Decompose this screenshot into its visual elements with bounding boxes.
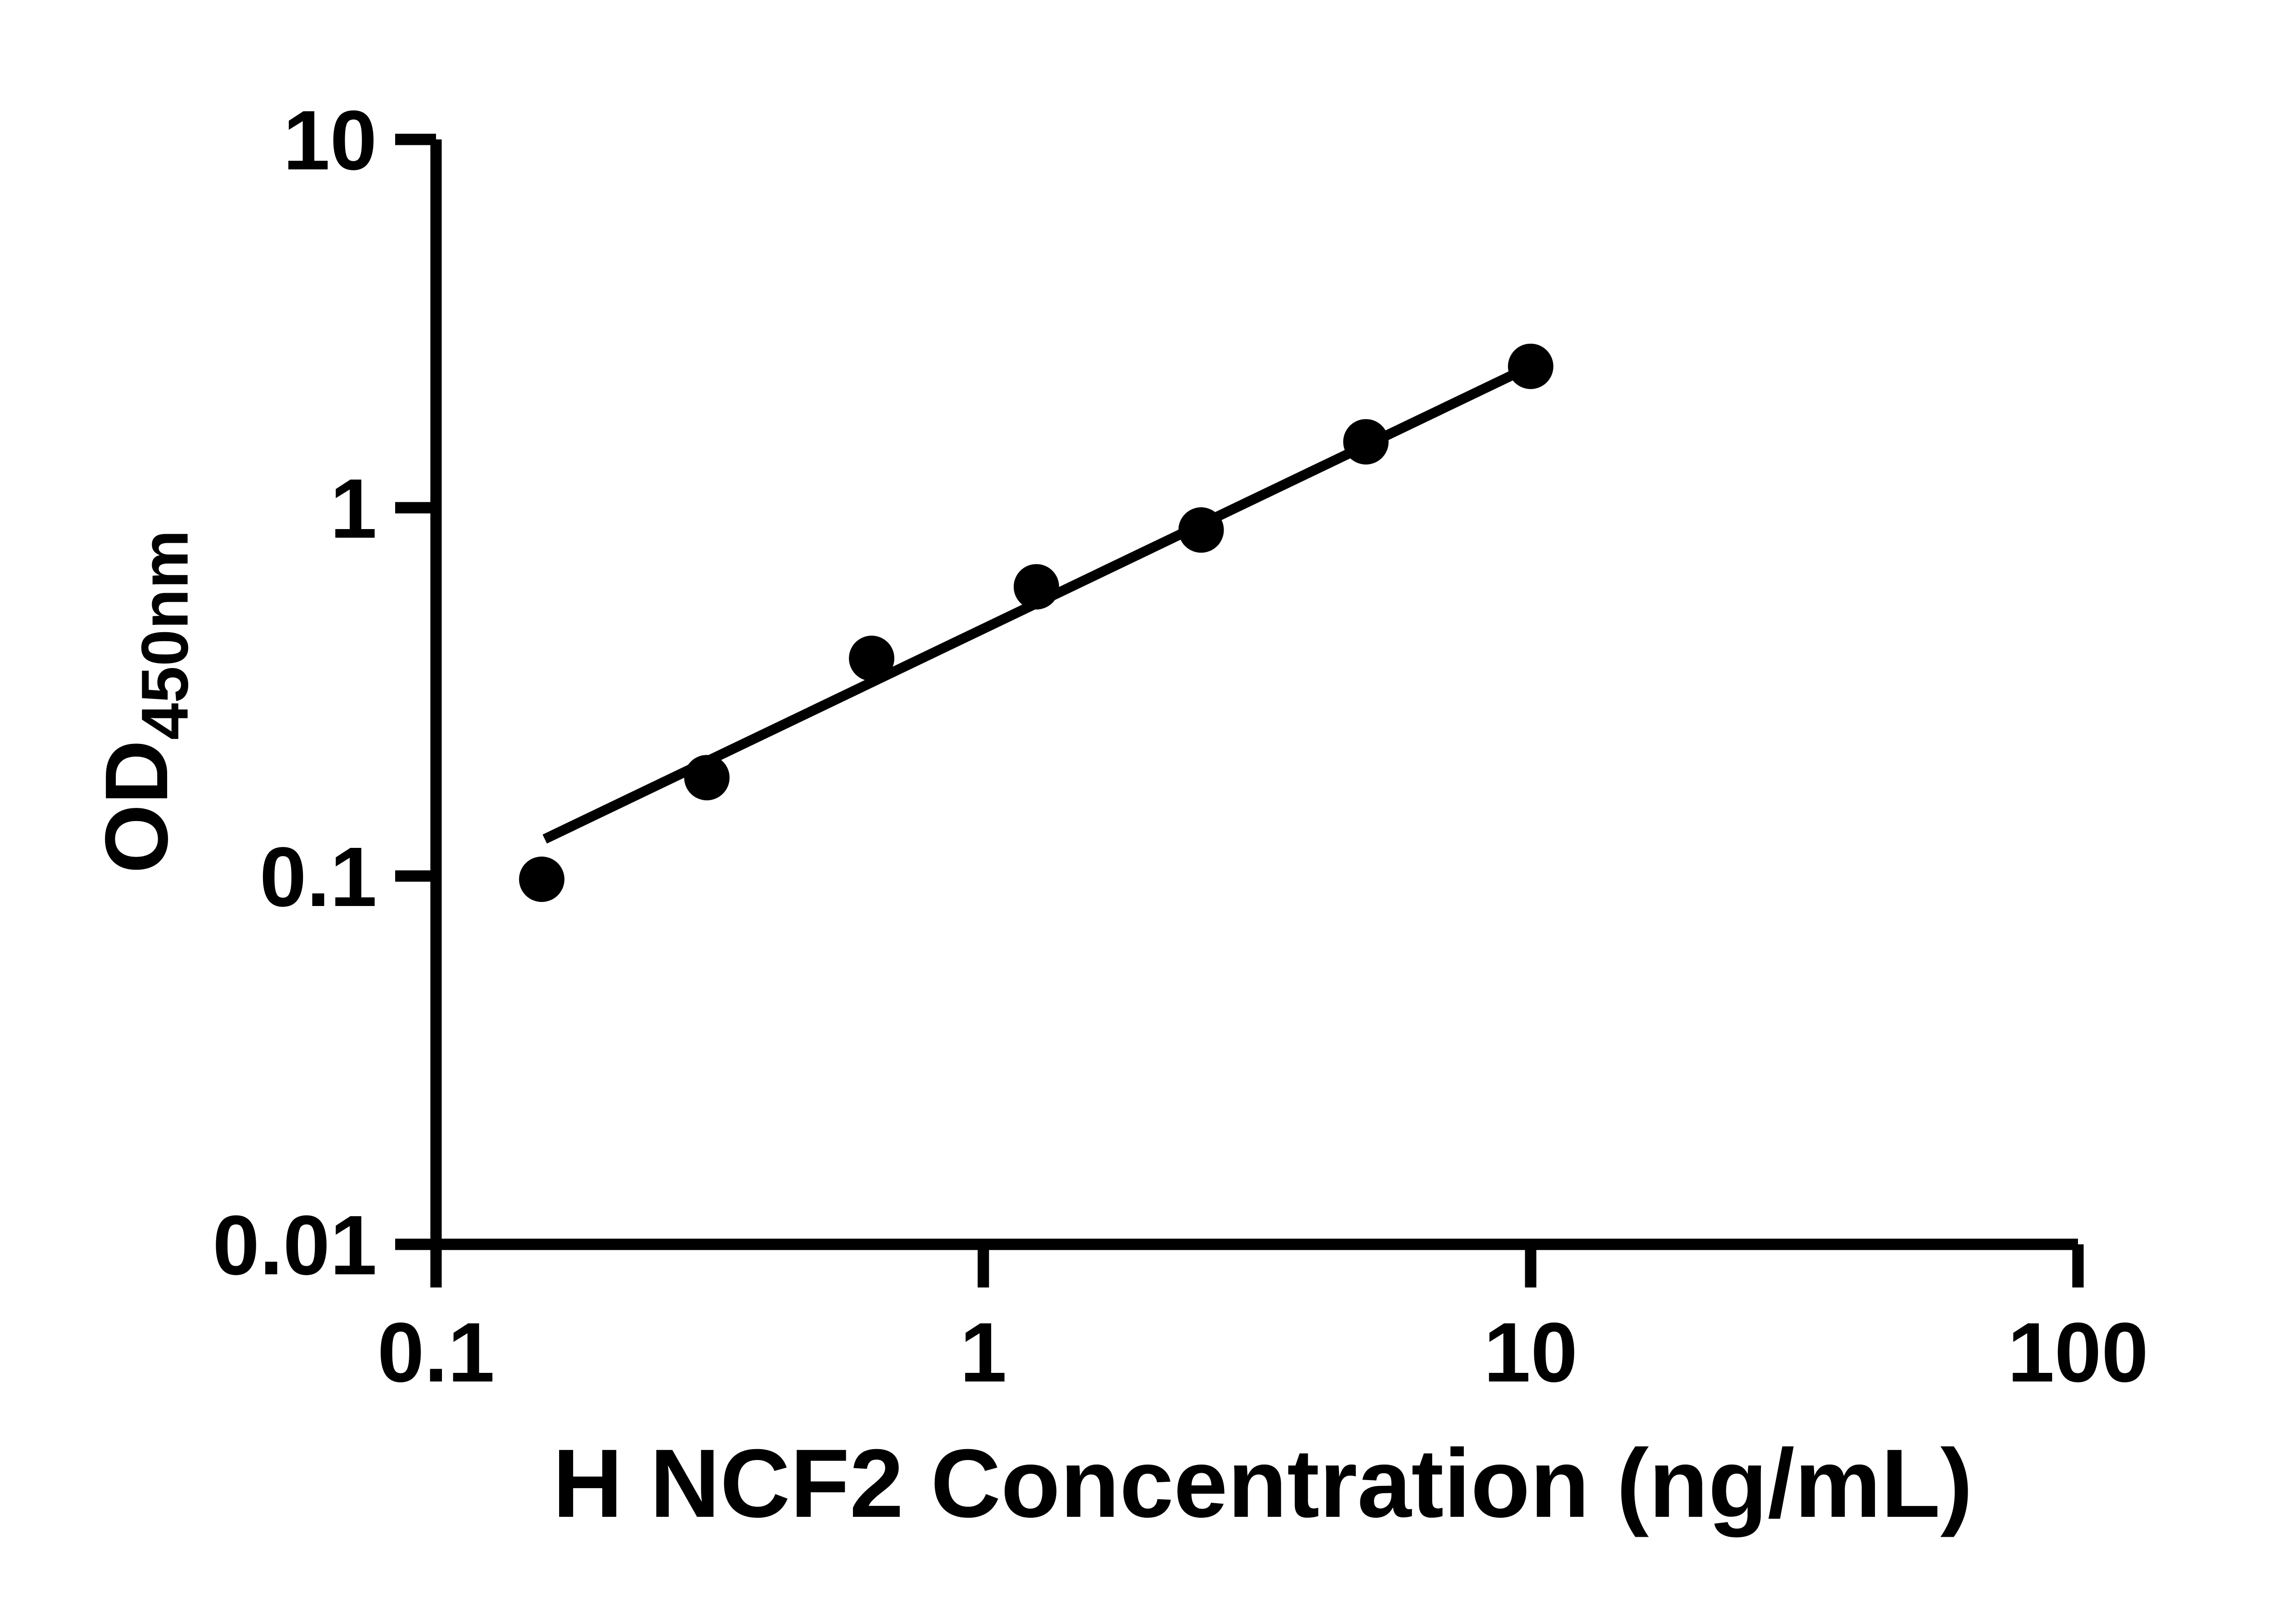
y-axis-title: OD450nm — [87, 530, 202, 874]
data-point-marker — [1343, 419, 1389, 465]
x-axis-title: H NCF2 Concentration (ng/mL) — [553, 1429, 1973, 1538]
data-point-marker — [1178, 507, 1224, 553]
y-axis-ticks: 10 1 0.1 0.01 — [213, 94, 436, 1292]
x-tick-label: 10 — [1484, 1306, 1578, 1400]
x-tick-label: 1 — [960, 1306, 1007, 1400]
data-point-marker — [849, 635, 895, 681]
y-tick-label: 1 — [330, 462, 377, 556]
data-point-marker — [519, 857, 565, 902]
x-tick-label: 100 — [2008, 1306, 2148, 1400]
data-point-marker — [684, 755, 730, 801]
data-point-marker — [1013, 564, 1059, 610]
data-point-marker — [1508, 343, 1553, 389]
axis-lines — [430, 139, 2078, 1250]
y-axis-title-main-text: OD — [87, 740, 186, 873]
y-tick-label: 10 — [283, 94, 377, 188]
x-axis-ticks: 0.1 1 10 100 — [377, 1244, 2148, 1400]
x-tick-label: 0.1 — [377, 1306, 495, 1400]
axes — [430, 139, 2078, 1250]
data-points — [519, 343, 1553, 902]
y-axis-title-subscript-text: 450nm — [128, 530, 202, 740]
y-tick-label: 0.1 — [259, 830, 377, 924]
y-tick-label: 0.01 — [213, 1198, 377, 1292]
